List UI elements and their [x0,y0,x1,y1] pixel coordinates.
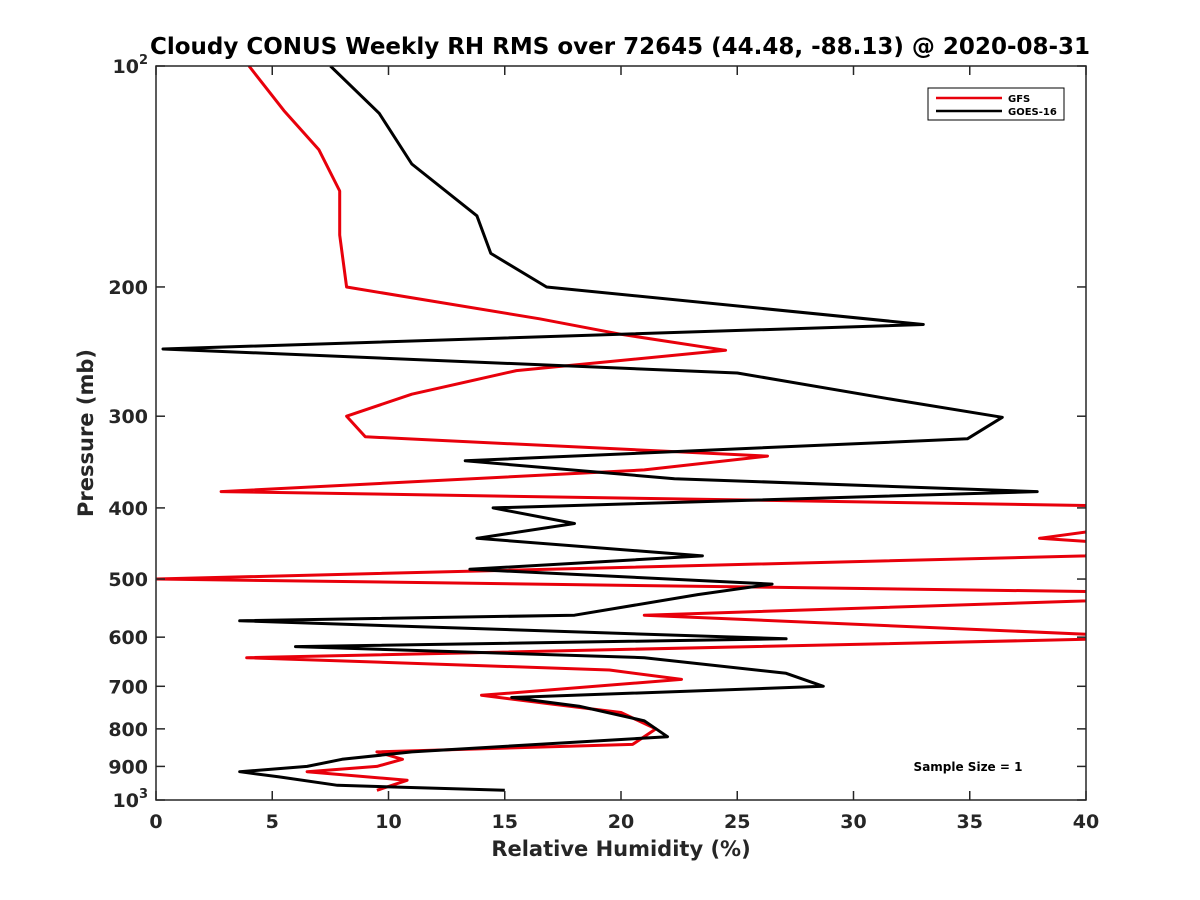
y-axis: 102 200 300 400 500 600 700 800 900 103 [108,53,1086,812]
x-tick-label: 20 [608,811,634,833]
y-tick-label: 200 [108,277,148,299]
y-tick-label: 500 [108,569,148,591]
plot-area [156,66,1086,792]
series-line-goes-16 [161,66,1039,792]
legend-label: GFS [1008,94,1030,105]
x-tick-label: 0 [149,811,162,833]
y-tick-label: 103 [113,787,149,812]
x-tick-label: 10 [375,811,401,833]
x-axis-label: Relative Humidity (%) [491,837,750,861]
series-line-gfs [156,66,1086,792]
legend-label: GOES-16 [1008,107,1057,118]
y-tick-label: 800 [108,719,148,741]
y-tick-label: 102 [113,53,149,78]
sample-size-annotation: Sample Size = 1 [914,760,1023,774]
x-tick-label: 30 [840,811,866,833]
x-axis: 0 5 10 15 20 25 30 35 40 [149,66,1099,833]
y-tick-label: 600 [108,627,148,649]
chart-title: Cloudy CONUS Weekly RH RMS over 72645 (4… [150,34,1090,60]
y-axis-label: Pressure (mb) [74,349,98,517]
legend-box [927,87,1065,121]
y-tick-label: 300 [108,406,148,428]
y-tick-label: 900 [108,756,148,778]
x-tick-label: 40 [1073,811,1099,833]
y-tick-label: 400 [108,498,148,520]
x-tick-label: 25 [724,811,750,833]
x-tick-label: 15 [492,811,518,833]
x-tick-label: 35 [957,811,983,833]
legend: GFS GOES-16 [927,87,1065,121]
y-tick-label: 700 [108,676,148,698]
x-tick-label: 5 [266,811,279,833]
